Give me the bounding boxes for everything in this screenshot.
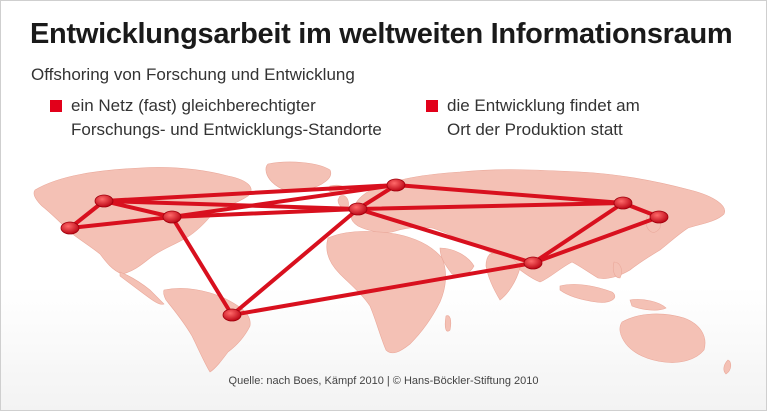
network-link	[102, 199, 174, 219]
network-link	[531, 201, 625, 265]
indian-subcontinent-shape	[485, 253, 521, 301]
network-node	[613, 196, 633, 210]
page-title: Entwicklungsarbeit im weltweiten Informa…	[30, 18, 733, 50]
network-link	[356, 201, 625, 211]
network-link	[394, 183, 625, 205]
network-node	[348, 202, 368, 216]
legend-swatch	[50, 100, 62, 112]
network-link	[102, 199, 360, 211]
eurasia-shape	[350, 169, 725, 283]
network-links	[68, 183, 661, 317]
page-subtitle: Offshoring von Forschung und Entwicklung	[31, 65, 355, 84]
madagascar-shape	[444, 315, 452, 332]
legend-swatch	[426, 100, 438, 112]
network-node	[222, 308, 242, 322]
network-link	[531, 215, 661, 265]
new-zealand-shape	[723, 359, 732, 375]
new-guinea-shape	[629, 299, 667, 311]
legend-label-network: ein Netz (fast) gleichberechtigter Forsc…	[71, 96, 382, 139]
southeast-asia-islands-shape	[559, 284, 616, 303]
central-america-shape	[119, 271, 165, 305]
philippines-shape	[612, 261, 622, 279]
australia-shape	[619, 313, 706, 363]
network-node	[649, 210, 669, 224]
network-node	[523, 256, 543, 270]
legend-item-production: die Entwicklung findet am Ort der Produk…	[426, 94, 640, 142]
network-node	[60, 221, 80, 235]
legend-item-network: ein Netz (fast) gleichberechtigter Forsc…	[50, 94, 382, 142]
network-node	[386, 178, 406, 192]
network-link	[230, 207, 360, 317]
network-node	[162, 210, 182, 224]
legend-label-production: die Entwicklung findet am Ort der Produk…	[447, 96, 640, 139]
network-link	[170, 207, 360, 219]
source-note: Quelle: nach Boes, Kämpf 2010 | © Hans-B…	[228, 375, 539, 387]
network-link	[230, 261, 535, 317]
network-node	[94, 194, 114, 208]
network-link	[68, 215, 174, 230]
network-link	[356, 207, 535, 265]
network-link	[102, 183, 398, 203]
network-nodes	[60, 178, 669, 322]
south-america-shape	[163, 288, 251, 373]
network-link	[170, 215, 234, 317]
network-link	[170, 183, 398, 219]
africa-shape	[326, 231, 446, 354]
